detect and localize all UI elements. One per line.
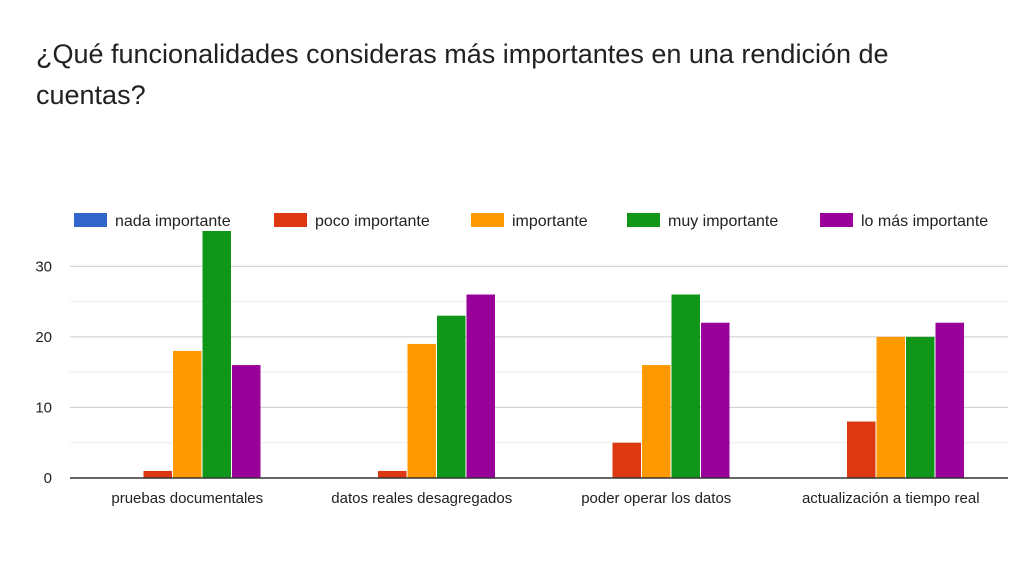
legend-swatch — [471, 213, 504, 227]
chart-title: ¿Qué funcionalidades consideras más impo… — [36, 39, 889, 110]
y-tick-label: 30 — [35, 258, 52, 275]
bar — [935, 322, 964, 478]
bar — [202, 231, 231, 478]
legend-label: muy importante — [668, 213, 778, 230]
x-tick-label: datos reales desagregados — [331, 490, 512, 507]
legend-label: poco importante — [315, 213, 430, 230]
bar — [232, 365, 261, 478]
bar — [143, 470, 172, 478]
y-tick-label: 20 — [35, 329, 52, 346]
bar — [437, 315, 466, 478]
y-tick-label: 0 — [44, 470, 52, 487]
bar — [378, 470, 407, 478]
bar — [407, 343, 436, 478]
bar — [906, 336, 935, 478]
y-tick-label: 10 — [35, 399, 52, 416]
legend-label: lo más importante — [861, 213, 988, 230]
bar — [876, 336, 905, 478]
legend-swatch — [74, 213, 107, 227]
legend-swatch — [627, 213, 660, 227]
bar — [612, 442, 641, 478]
bar — [173, 350, 202, 478]
legend-label: importante — [512, 213, 588, 230]
bar — [701, 322, 730, 478]
x-tick-label: actualización a tiempo real — [802, 490, 980, 507]
bar — [466, 294, 495, 478]
bar — [642, 365, 671, 478]
x-tick-label: poder operar los datos — [581, 490, 731, 507]
x-tick-label: pruebas documentales — [111, 490, 263, 507]
legend-swatch — [274, 213, 307, 227]
bar — [671, 294, 700, 478]
legend-label: nada importante — [115, 213, 231, 230]
legend-swatch — [820, 213, 853, 227]
bar — [847, 421, 876, 478]
